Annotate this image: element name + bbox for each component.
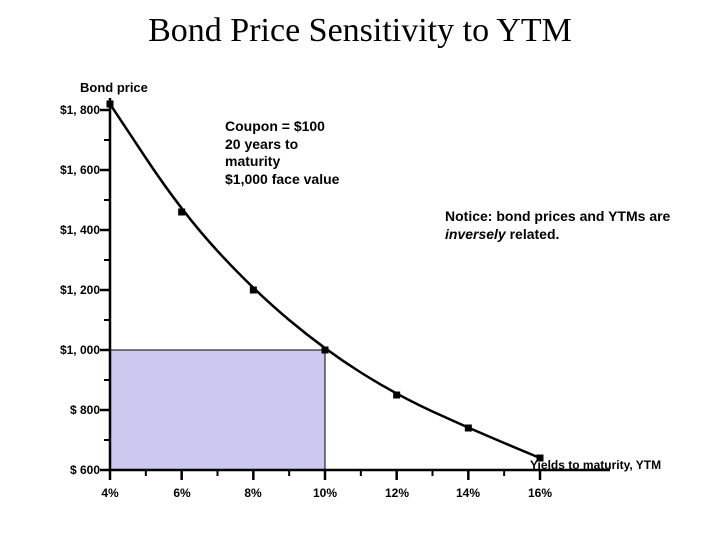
page-title: Bond Price Sensitivity to YTM <box>0 12 720 50</box>
chart-svg <box>50 80 690 510</box>
chart-area: Bond price $1, 800 $1, 600 $1, 400 $1, 2… <box>50 80 690 510</box>
